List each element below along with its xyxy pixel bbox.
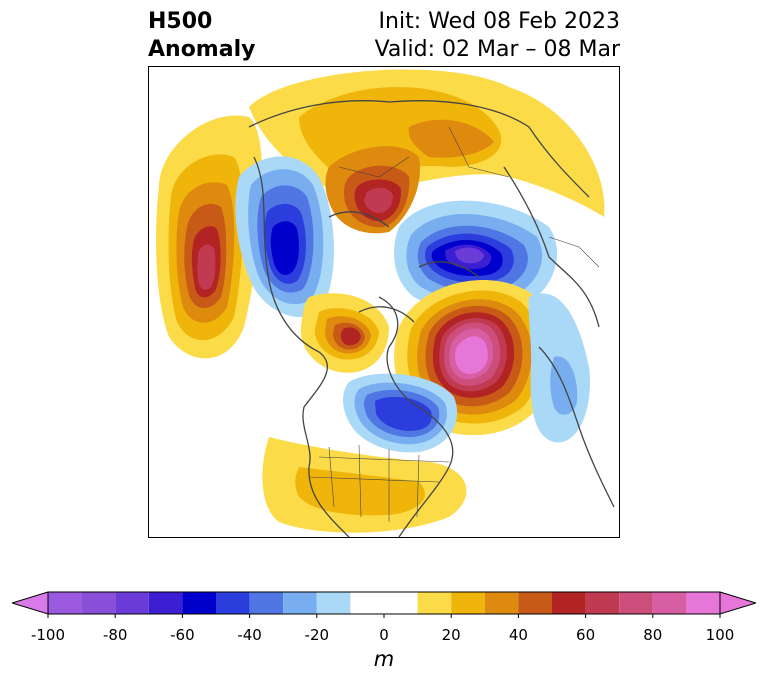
anomaly-map (148, 66, 620, 538)
barents-trough (394, 200, 558, 313)
colorbar-bin-4 (182, 592, 216, 614)
colorbar-bin-14 (552, 592, 586, 614)
map-title-left: H500 Anomaly (148, 8, 255, 64)
colorbar-tick-label: -80 (102, 626, 128, 644)
colorbar-unit-label: m (373, 647, 395, 671)
colorbar-extend-under (12, 591, 49, 615)
colorbar-bin-6 (249, 592, 284, 614)
borders (308, 126, 600, 522)
title-variable: H500 (148, 9, 213, 34)
atlantic-ridge (394, 279, 553, 436)
colorbar-tick-label: -60 (170, 626, 195, 644)
map-title-right: Init: Wed 08 Feb 2023 Valid: 02 Mar – 08… (375, 8, 620, 64)
greenland-ridge (300, 293, 389, 373)
colorbar-bin-11 (451, 592, 485, 614)
colorbar-tick-label: 60 (576, 626, 596, 644)
colorbar-bin-10 (417, 592, 452, 614)
colorbar-bin-18 (686, 592, 720, 614)
colorbar-bin-3 (148, 592, 183, 614)
colorbar-tick-label: 100 (705, 626, 735, 644)
colorbar-bin-15 (585, 592, 620, 614)
colorbar-bin-13 (518, 592, 552, 614)
colorbar-tick-label: -40 (237, 626, 262, 644)
colorbar-tick-label: 0 (379, 626, 389, 644)
colorbar-bin-17 (652, 592, 687, 614)
coastlines (248, 100, 615, 537)
colorbar-bin-9 (350, 592, 418, 614)
alaska-ridge (156, 115, 263, 359)
colorbar-bin-7 (283, 592, 317, 614)
europe-trough (528, 293, 590, 443)
canada-trough (343, 373, 458, 453)
colorbar-tick-label: -100 (30, 626, 66, 644)
colorbar-bin-8 (316, 592, 351, 614)
colorbar (12, 591, 756, 618)
title-field: Anomaly (148, 37, 256, 62)
colorbar-extend-over (719, 591, 756, 615)
colorbar-bin-2 (115, 592, 149, 614)
colorbar-bin-5 (216, 592, 250, 614)
colorbar-tick-label: 40 (508, 626, 528, 644)
eurasia-ridge (249, 69, 605, 234)
init-date: Init: Wed 08 Feb 2023 (378, 9, 620, 34)
valid-range: Valid: 02 Mar – 08 Mar (374, 37, 620, 62)
southern-us-ridge (262, 437, 467, 533)
colorbar-tick-label: 20 (441, 626, 461, 644)
colorbar-bin-12 (484, 592, 519, 614)
colorbar-tick-label: 80 (643, 626, 663, 644)
colorbar-bin-0 (48, 592, 82, 614)
colorbar-bin-16 (619, 592, 653, 614)
colorbar-bin-1 (81, 592, 116, 614)
colorbar-tick-label: -20 (304, 626, 330, 644)
map-canvas (156, 69, 615, 537)
